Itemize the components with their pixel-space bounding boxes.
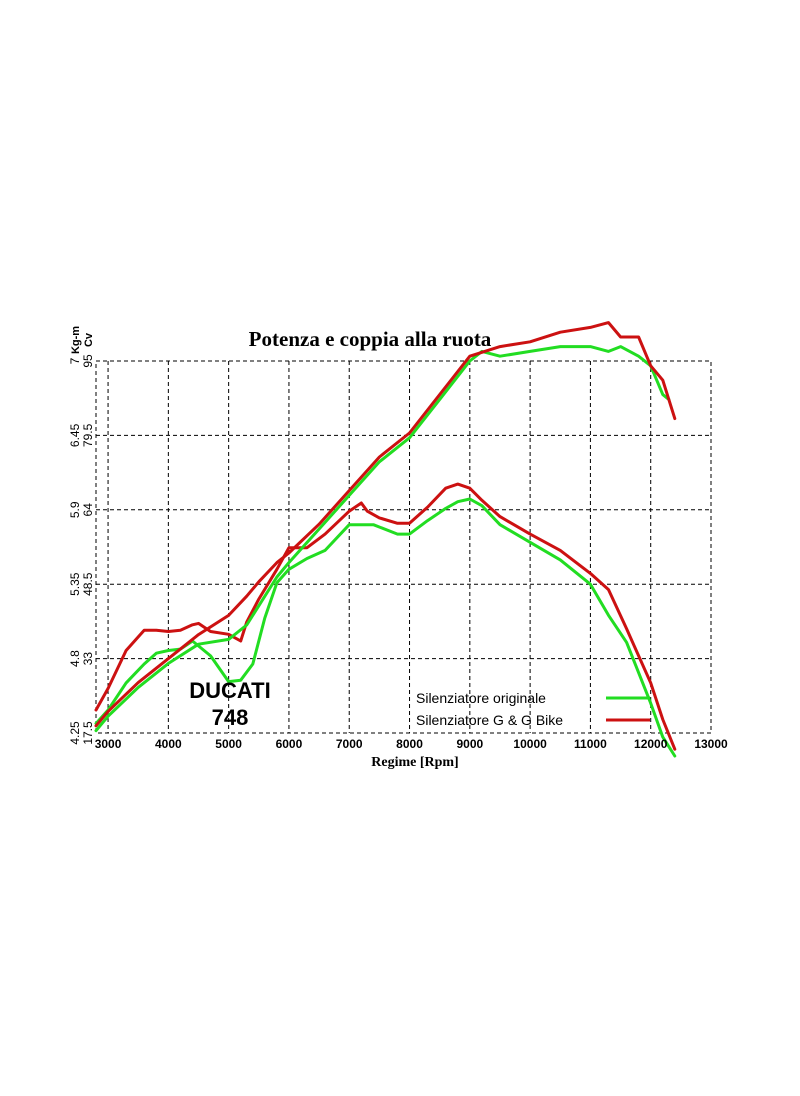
x-axis-label: Regime [Rpm]	[371, 755, 458, 770]
series-group	[94, 321, 677, 758]
x-tick-label: 4000	[155, 737, 182, 751]
x-axis-ticks: 3000 4000 5000 6000 7000 8000 9000 10000 11000 12…	[95, 737, 728, 751]
y-axis-ticks: 4.25 17.5 4.8 33 5.35 48.5 5.9 64 6.45 79.5 7 95	[68, 354, 95, 745]
y-tick-torque: 5.9	[68, 501, 82, 518]
y-tick-torque: 4.8	[68, 650, 82, 667]
x-tick-label: 5000	[215, 737, 242, 751]
plot-frame	[95, 360, 712, 734]
series-line-power-original	[94, 345, 671, 733]
legend: Silenziatore originale Silenziatore G & …	[416, 690, 650, 728]
y-unit-torque: Kg-m	[70, 326, 82, 354]
y-tick-torque: 6.45	[68, 423, 82, 447]
x-tick-label: 6000	[276, 737, 303, 751]
x-tick-label: 13000	[694, 737, 728, 751]
brand-annotation: DUCATI	[189, 678, 270, 703]
x-tick-label: 11000	[574, 737, 607, 751]
y-tick-power: 64	[81, 503, 95, 517]
y-tick-power: 48.5	[81, 572, 95, 596]
y-tick-power: 95	[81, 354, 95, 368]
x-tick-label: 3000	[95, 737, 122, 751]
legend-label-gg-bike: Silenziatore G & G Bike	[416, 712, 563, 728]
x-tick-label: 8000	[396, 737, 423, 751]
series-line-torque-original	[94, 497, 677, 758]
y-tick-torque: 5.35	[68, 572, 82, 596]
series-line-power-gg-bike	[94, 321, 677, 728]
y-tick-torque: 7	[68, 357, 82, 364]
x-tick-label: 9000	[456, 737, 483, 751]
model-annotation: 748	[212, 705, 249, 730]
chart-title: Potenza e coppia alla ruota	[249, 327, 492, 351]
x-tick-label: 7000	[336, 737, 363, 751]
legend-label-original: Silenziatore originale	[416, 690, 546, 706]
x-tick-label: 10000	[513, 737, 547, 751]
y-tick-power: 33	[81, 652, 95, 666]
y-tick-power: 79.5	[81, 423, 95, 447]
y-tick-torque: 4.25	[68, 721, 82, 745]
grid	[95, 360, 712, 734]
y-unit-power: Cv	[83, 332, 95, 347]
x-tick-label: 12000	[634, 737, 668, 751]
series-line-torque-gg-bike	[94, 482, 677, 751]
y-tick-power: 17.5	[81, 721, 95, 745]
